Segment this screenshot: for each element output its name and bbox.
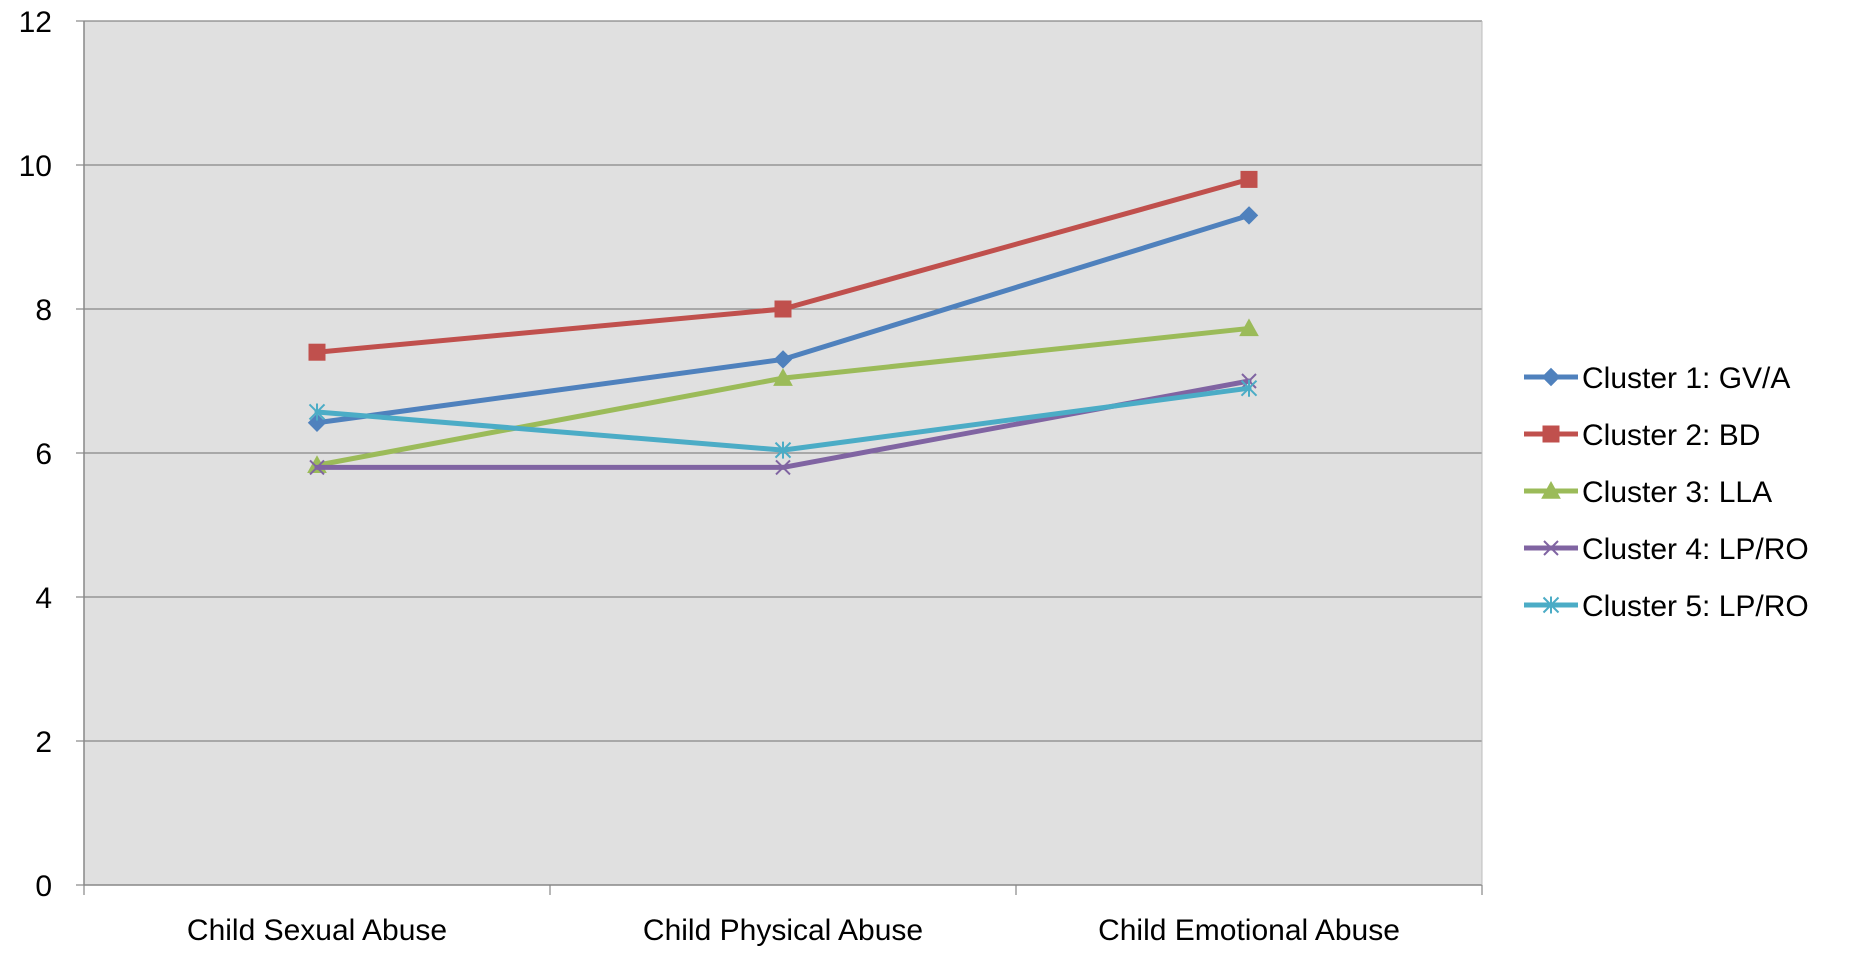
y-tick-label: 12 — [19, 6, 52, 39]
x-axis-tick-labels: Child Sexual Abuse Child Physical Abuse Ch… — [187, 914, 1400, 947]
legend-item: Cluster 2: BD — [1524, 419, 1760, 452]
series-1 — [307, 206, 1259, 432]
legend-item: Cluster 4: LP/RO — [1524, 533, 1809, 566]
data-point — [773, 350, 793, 369]
data-point — [1239, 206, 1259, 225]
data-point — [308, 403, 326, 421]
y-tick-label: 10 — [19, 150, 52, 183]
legend-item: Cluster 1: GV/A — [1524, 362, 1790, 395]
y-tick-label: 8 — [35, 294, 52, 327]
y-tick-label: 4 — [35, 582, 52, 615]
legend-label: Cluster 4: LP/RO — [1582, 533, 1809, 566]
series-2 — [308, 170, 1258, 361]
data-point — [309, 459, 325, 476]
data-point — [1240, 170, 1258, 188]
legend: Cluster 1: GV/A Cluster 2: BD Cluster 3: L… — [1524, 362, 1809, 623]
data-point — [307, 413, 327, 432]
data-point — [1240, 379, 1258, 397]
legend-marker — [1541, 367, 1561, 387]
series-5 — [308, 379, 1258, 459]
data-point — [774, 300, 792, 318]
legend-label: Cluster 5: LP/RO — [1582, 590, 1809, 623]
legend-item: Cluster 5: LP/RO — [1524, 590, 1809, 623]
legend-label: Cluster 1: GV/A — [1582, 362, 1790, 395]
series-lines — [307, 170, 1259, 476]
data-point — [774, 441, 792, 459]
x-tick-label: Child Sexual Abuse — [187, 914, 447, 947]
data-point — [1239, 318, 1259, 337]
data-point — [775, 459, 791, 476]
legend-label: Cluster 3: LLA — [1582, 476, 1772, 509]
axes — [76, 20, 1483, 895]
legend-label: Cluster 2: BD — [1582, 419, 1760, 452]
y-axis-tick-labels: 0 2 4 6 8 10 12 — [19, 6, 52, 903]
data-point — [773, 368, 793, 386]
y-tick-label: 2 — [35, 726, 52, 759]
x-tick-label: Child Physical Abuse — [643, 914, 923, 947]
legend-marker — [1542, 425, 1560, 443]
y-tick-label: 0 — [35, 870, 52, 903]
y-tick-label: 6 — [35, 438, 52, 471]
legend-marker — [1541, 480, 1561, 499]
legend-item: Cluster 3: LLA — [1524, 476, 1772, 509]
legend-marker — [1542, 596, 1560, 614]
x-tick-label: Child Emotional Abuse — [1098, 914, 1400, 947]
legend-marker — [1543, 540, 1559, 556]
data-point — [308, 343, 326, 361]
